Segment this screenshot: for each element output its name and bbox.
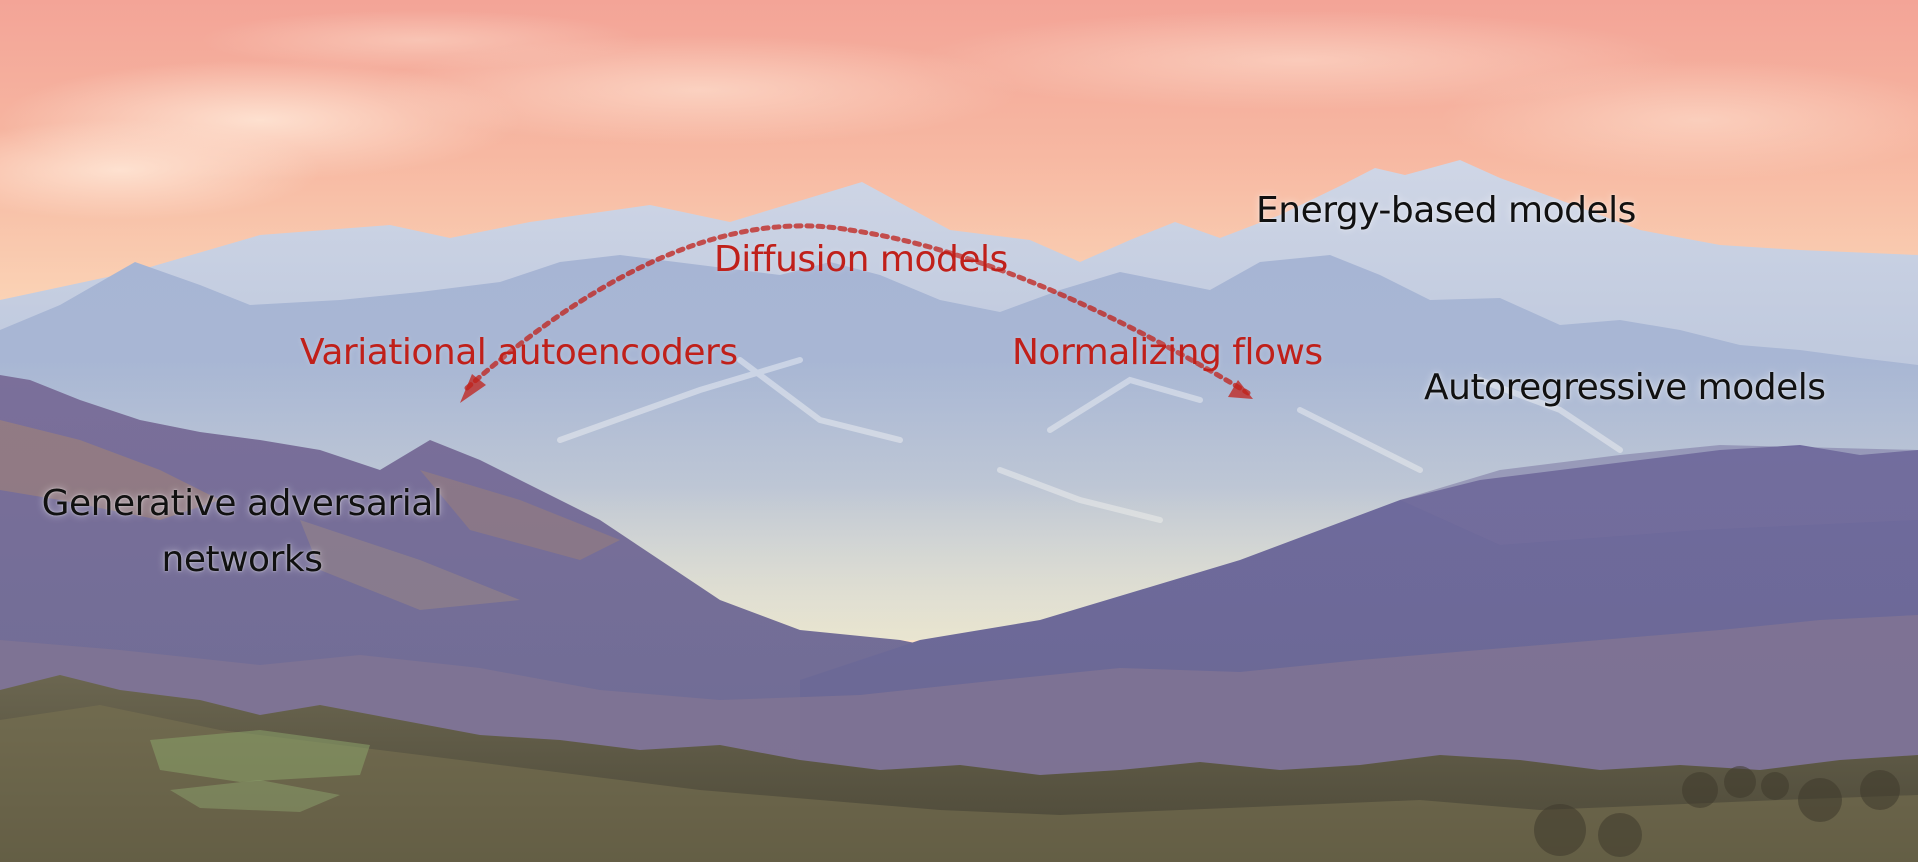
label-energy-based-models: Energy-based models — [1256, 190, 1636, 231]
arrowhead-vae — [460, 374, 486, 403]
label-diffusion-models: Diffusion models — [714, 239, 1008, 280]
gan-line-2: networks — [161, 538, 323, 580]
diffusion-flows-connector — [847, 227, 1251, 396]
gan-line-1: Generative adversarial — [41, 483, 443, 524]
label-generative-adversarial-networks: Generative adversarial networks — [40, 476, 444, 588]
vae-diffusion-connector — [464, 223, 853, 391]
label-autoregressive-models: Autoregressive models — [1424, 367, 1826, 408]
label-variational-autoencoders: Variational autoencoders — [300, 332, 738, 373]
label-normalizing-flows: Normalizing flows — [1012, 332, 1323, 373]
arrowhead-flows — [1228, 380, 1253, 399]
